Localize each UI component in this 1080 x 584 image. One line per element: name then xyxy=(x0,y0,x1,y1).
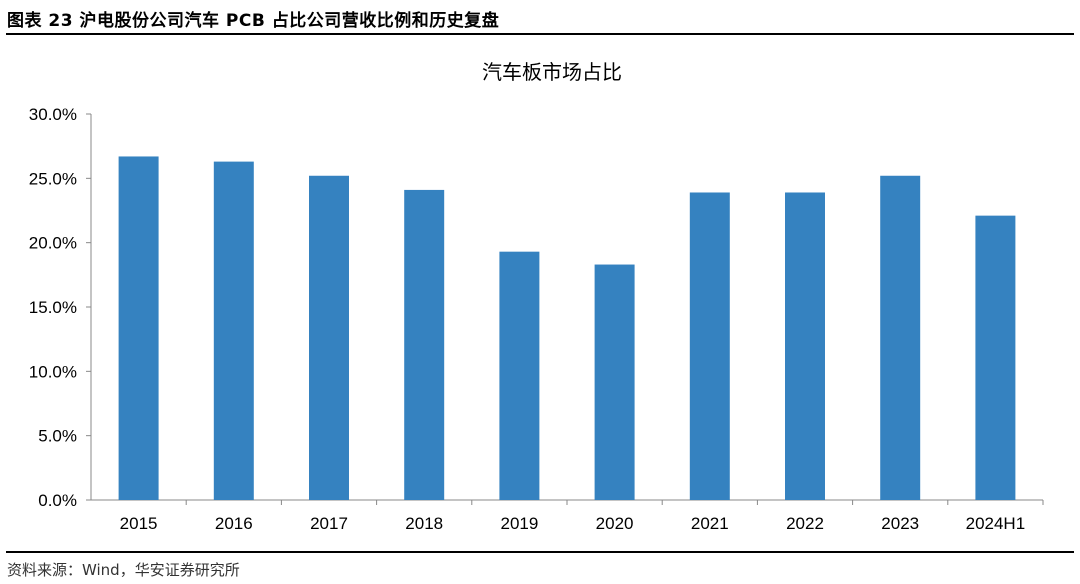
y-tick-label: 0.0% xyxy=(38,491,77,510)
x-tick-label: 2015 xyxy=(120,514,158,533)
bar-2017 xyxy=(309,175,349,500)
y-axis: 0.0% 5.0% 10.0% 15.0% 20.0% 25.0% 30.0% xyxy=(29,105,92,510)
bar-series xyxy=(118,156,1016,500)
y-tick-label: 20.0% xyxy=(29,234,77,253)
bar-2024H1 xyxy=(975,215,1016,500)
x-axis: 2015 2016 2017 2018 2019 2020 2021 2022 2023 2024… xyxy=(91,499,1044,533)
footer-rule xyxy=(6,551,1074,553)
source-note: 资料来源：Wind，华安证券研究所 xyxy=(7,561,240,579)
bar-2018 xyxy=(404,189,445,500)
x-tick-label: 2023 xyxy=(881,514,919,533)
header-rule xyxy=(6,33,1074,35)
figure-caption: 图表 23 沪电股份公司汽车 PCB 占比公司营收比例和历史复盘 xyxy=(7,11,500,31)
x-tick-label: 2017 xyxy=(310,514,348,533)
y-tick-label: 30.0% xyxy=(29,105,77,124)
bar-2023 xyxy=(880,175,921,500)
bar-2016 xyxy=(213,161,254,500)
bar-2020 xyxy=(594,264,635,500)
y-tick-label: 25.0% xyxy=(29,169,77,188)
y-tick-label: 10.0% xyxy=(29,362,77,381)
bar-2022 xyxy=(785,192,825,500)
y-tick-label: 5.0% xyxy=(38,427,77,446)
x-tick-label: 2024H1 xyxy=(966,514,1026,533)
bar-2015 xyxy=(118,156,159,500)
y-tick-label: 15.0% xyxy=(29,298,77,317)
bar-2019 xyxy=(499,251,540,500)
bar-2021 xyxy=(689,192,730,500)
x-tick-label: 2019 xyxy=(500,514,538,533)
x-tick-label: 2022 xyxy=(786,514,824,533)
chart-title: 汽车板市场占比 xyxy=(482,60,622,84)
x-tick-label: 2021 xyxy=(691,514,729,533)
x-tick-label: 2018 xyxy=(405,514,443,533)
x-tick-label: 2020 xyxy=(596,514,634,533)
x-tick-label: 2016 xyxy=(215,514,253,533)
